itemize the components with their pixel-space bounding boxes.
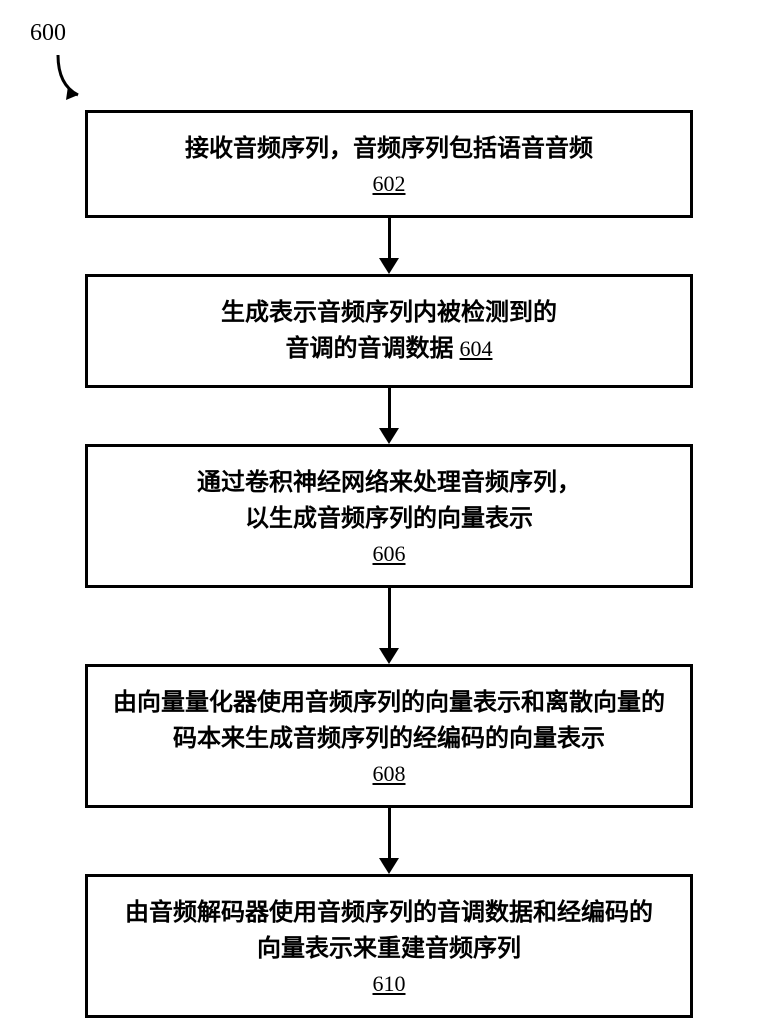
step-text-line: 接收音频序列，音频序列包括语音音频 [185, 131, 593, 167]
step-text: 生成表示音频序列内被检测到的音调的音调数据604 [221, 295, 557, 367]
connector-line [388, 388, 391, 428]
step-text: 接收音频序列，音频序列包括语音音频 [185, 131, 593, 167]
step-text-line: 通过卷积神经网络来处理音频序列， [197, 465, 581, 501]
connector-line [388, 218, 391, 258]
flowchart-container: 接收音频序列，音频序列包括语音音频 602 生成表示音频序列内被检测到的音调的音调数… [85, 110, 693, 1018]
arrow-head-icon [379, 428, 399, 444]
connector-arrow [379, 218, 399, 274]
step-text-line: 由音频解码器使用音频序列的音调数据和经编码的 [125, 895, 653, 931]
step-text: 通过卷积神经网络来处理音频序列，以生成音频序列的向量表示 [197, 465, 581, 537]
connector-line [388, 588, 391, 648]
step-text-line: 向量表示来重建音频序列 [125, 931, 653, 967]
connector-arrow [379, 588, 399, 664]
diagram-label: 600 [30, 20, 66, 47]
step-text-line: 码本来生成音频序列的经编码的向量表示 [113, 721, 665, 757]
arrow-head-icon [379, 258, 399, 274]
step-text: 由向量量化器使用音频序列的向量表示和离散向量的码本来生成音频序列的经编码的向量表… [113, 685, 665, 757]
step-text-line: 音调的音调数据604 [221, 331, 557, 367]
connector-arrow [379, 388, 399, 444]
step-box-604: 生成表示音频序列内被检测到的音调的音调数据604 [85, 274, 693, 388]
arrow-head-icon [379, 858, 399, 874]
step-box-608: 由向量量化器使用音频序列的向量表示和离散向量的码本来生成音频序列的经编码的向量表… [85, 664, 693, 808]
step-text-line: 生成表示音频序列内被检测到的 [221, 295, 557, 331]
step-ref: 604 [460, 336, 493, 361]
curved-arrow-icon [50, 50, 100, 110]
step-ref: 608 [373, 761, 406, 787]
connector-line [388, 808, 391, 858]
step-ref: 602 [373, 171, 406, 197]
step-ref: 610 [373, 971, 406, 997]
step-box-610: 由音频解码器使用音频序列的音调数据和经编码的向量表示来重建音频序列 610 [85, 874, 693, 1018]
step-text-line: 以生成音频序列的向量表示 [197, 501, 581, 537]
step-box-602: 接收音频序列，音频序列包括语音音频 602 [85, 110, 693, 218]
arrow-head-icon [379, 648, 399, 664]
step-text: 由音频解码器使用音频序列的音调数据和经编码的向量表示来重建音频序列 [125, 895, 653, 967]
step-ref: 606 [373, 541, 406, 567]
connector-arrow [379, 808, 399, 874]
step-box-606: 通过卷积神经网络来处理音频序列，以生成音频序列的向量表示 606 [85, 444, 693, 588]
step-text-line: 由向量量化器使用音频序列的向量表示和离散向量的 [113, 685, 665, 721]
